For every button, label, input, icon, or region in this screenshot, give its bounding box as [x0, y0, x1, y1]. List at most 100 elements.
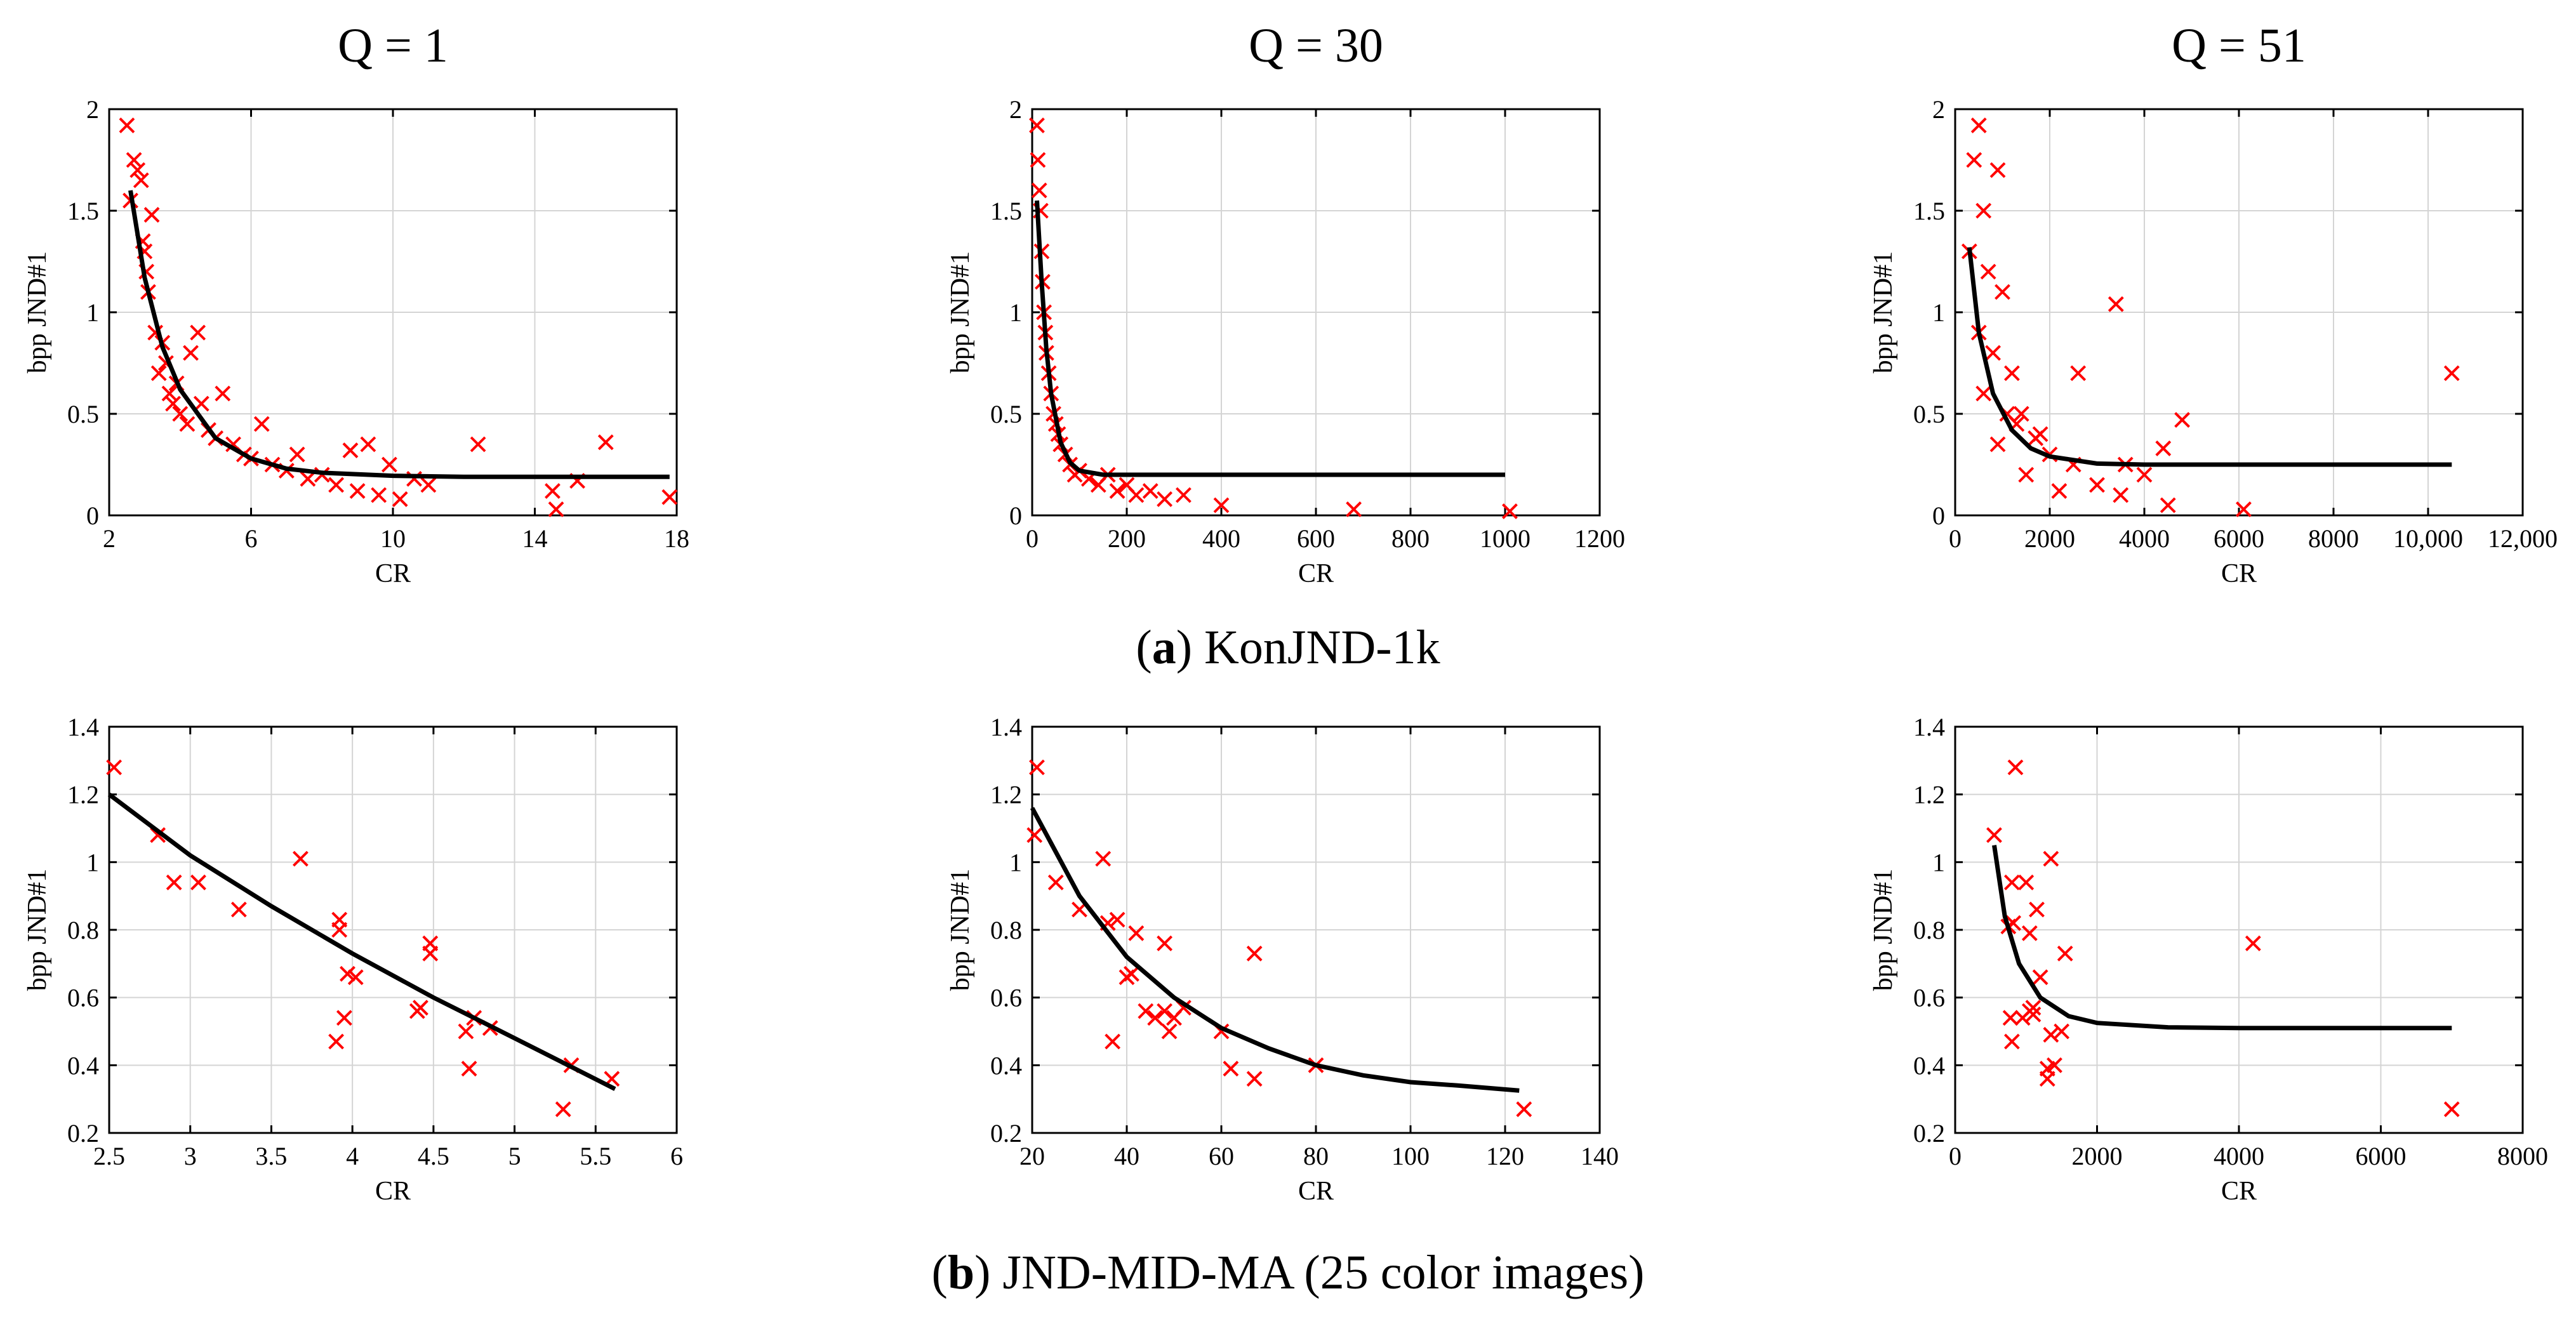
- marker-stroke: [2070, 365, 2087, 381]
- data-point-marker: [183, 345, 199, 361]
- data-point-marker: [336, 1010, 352, 1026]
- x-tick-label: 1000: [1480, 524, 1530, 553]
- marker-stroke: [1105, 1033, 1121, 1050]
- x-tick-label: 18: [664, 524, 689, 553]
- data-point-marker: [331, 922, 348, 938]
- marker-stroke: [2021, 925, 2038, 941]
- marker-stroke: [289, 446, 305, 463]
- marker-stroke: [1223, 1061, 1239, 1077]
- data-point-marker: [1985, 345, 2002, 361]
- data-point-marker: [1124, 965, 1139, 982]
- marker-stroke: [179, 416, 196, 432]
- caption-a-text: KonJND-1k: [1204, 621, 1440, 674]
- marker-stroke: [2039, 1071, 2055, 1087]
- y-tick-label: 1: [1932, 848, 1945, 877]
- marker-stroke: [1157, 1003, 1173, 1019]
- data-point-marker: [2113, 487, 2129, 503]
- y-tick-label: 1.5: [67, 197, 99, 225]
- y-tick-label: 0.8: [67, 916, 99, 944]
- marker-stroke: [1109, 911, 1125, 928]
- y-tick-label: 1: [86, 298, 99, 327]
- data-point-marker: [1128, 487, 1145, 503]
- data-point-marker: [422, 945, 439, 962]
- x-tick-label: 6000: [2356, 1142, 2407, 1170]
- y-tick-label: 0.5: [990, 400, 1022, 428]
- data-point-marker: [1161, 1023, 1178, 1040]
- data-point-marker: [1128, 925, 1145, 941]
- marker-stroke: [360, 436, 376, 453]
- x-axis-label: CR: [1298, 1177, 1334, 1206]
- marker-stroke: [166, 874, 182, 890]
- marker-stroke: [1246, 945, 1263, 962]
- data-point-marker: [2003, 874, 2020, 890]
- panel-title: Q = 1: [338, 19, 448, 72]
- caption-a: (a) KonJND-1k: [1136, 621, 1440, 674]
- marker-stroke: [2108, 296, 2124, 312]
- data-point-marker: [381, 456, 397, 473]
- x-tick-label: 400: [1202, 524, 1240, 553]
- y-tick-label: 1.5: [1913, 197, 1945, 225]
- marker-stroke: [2043, 850, 2059, 867]
- data-point-marker: [1975, 202, 1992, 219]
- y-tick-label: 2: [1932, 95, 1945, 124]
- data-point-marker: [2029, 901, 2045, 918]
- marker-stroke: [470, 436, 486, 453]
- data-point-marker: [150, 827, 166, 844]
- marker-stroke: [2089, 477, 2105, 493]
- y-tick-label: 0.8: [990, 916, 1022, 944]
- data-point-marker: [2003, 1033, 2020, 1050]
- data-point-marker: [179, 416, 196, 432]
- x-tick-label: 800: [1391, 524, 1430, 553]
- data-point-marker: [1246, 1071, 1263, 1087]
- y-tick-label: 1: [1932, 298, 1945, 327]
- marker-stroke: [1031, 182, 1047, 199]
- x-tick-label: 4000: [2119, 524, 2170, 553]
- data-point-marker: [2236, 501, 2252, 517]
- marker-stroke: [1026, 827, 1043, 844]
- marker-stroke: [1119, 477, 1135, 493]
- marker-stroke: [190, 324, 206, 341]
- y-tick-label: 0.8: [1913, 916, 1945, 944]
- marker-stroke: [2007, 759, 2024, 776]
- data-point-marker: [2174, 412, 2191, 428]
- marker-stroke: [2028, 430, 2044, 446]
- marker-stroke: [2029, 901, 2045, 918]
- marker-stroke: [328, 477, 345, 493]
- x-tick-label: 6: [670, 1142, 683, 1170]
- data-point-marker: [165, 395, 181, 412]
- marker-stroke: [150, 365, 167, 381]
- x-tick-label: 140: [1581, 1142, 1619, 1170]
- marker-stroke: [2136, 467, 2153, 483]
- marker-stroke: [190, 874, 206, 890]
- fit-curve: [1967, 247, 2452, 467]
- x-tick-label: 4.5: [418, 1142, 449, 1170]
- marker-stroke: [1142, 483, 1159, 500]
- chart-panel-2: 0 200 400 600 800 1000 1200 0 0.5 1 1.5 2 CR bpp JND#…: [946, 19, 1625, 588]
- marker-stroke: [1109, 483, 1125, 500]
- marker-stroke: [161, 385, 178, 402]
- data-point-marker: [1157, 491, 1173, 507]
- fit-curve: [1992, 845, 2452, 1031]
- y-tick-label: 0.5: [67, 400, 99, 428]
- marker-stroke: [2160, 497, 2176, 513]
- x-tick-label: 6000: [2214, 524, 2264, 553]
- marker-stroke: [1029, 117, 1045, 134]
- data-point-marker: [1980, 263, 1996, 280]
- marker-stroke: [2003, 365, 2020, 381]
- marker-stroke: [2025, 1006, 2042, 1022]
- caption-b-text: JND-MID-MA (25 color images): [1002, 1246, 1644, 1299]
- x-tick-label: 2.5: [93, 1142, 125, 1170]
- data-point-marker: [172, 406, 189, 422]
- marker-stroke: [1995, 284, 2010, 300]
- marker-stroke: [1989, 162, 2006, 178]
- data-point-marker: [470, 436, 486, 453]
- x-tick-label: 8000: [2308, 524, 2359, 553]
- marker-stroke: [165, 395, 181, 412]
- y-axis-label: bpp JND#1: [1869, 869, 1898, 991]
- data-point-marker: [1346, 501, 1362, 517]
- caption-b: (b) JND-MID-MA (25 color images): [932, 1246, 1645, 1299]
- y-tick-label: 1.4: [67, 713, 99, 741]
- y-tick-label: 0.6: [67, 984, 99, 1012]
- fit-curve: [1035, 200, 1505, 477]
- data-point-marker: [1031, 182, 1047, 199]
